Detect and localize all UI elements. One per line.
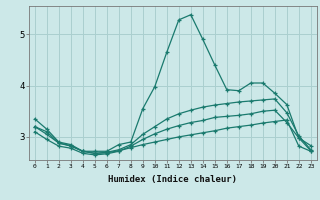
X-axis label: Humidex (Indice chaleur): Humidex (Indice chaleur) [108,175,237,184]
